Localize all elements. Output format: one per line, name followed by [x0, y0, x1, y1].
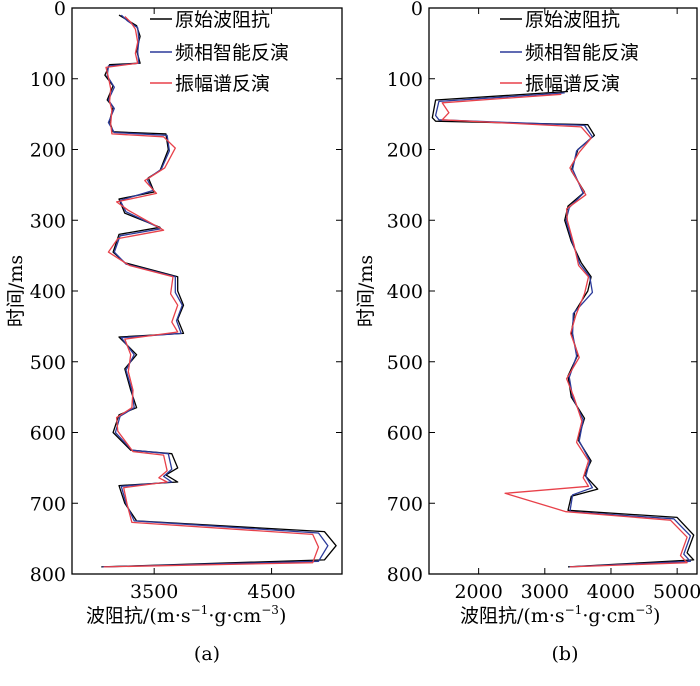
panel-a: 0 100 200 300 400 500 600 700 800 3500 4500 原始波阻抗 … — [5, 0, 343, 665]
y-axis-label-a: 时间/ms — [5, 255, 27, 327]
panel-label-b: (b) — [552, 643, 579, 665]
y-tick-label: 800 — [30, 564, 66, 586]
y-tick-label: 0 — [54, 0, 66, 20]
y-tick-label: 500 — [387, 352, 423, 374]
x-axis-label-b: 波阻抗/(m·s−1·g·cm−3) — [460, 603, 660, 627]
x-tick-label: 5000 — [653, 581, 700, 603]
y-tick-label: 200 — [387, 140, 423, 162]
y-tick-label: 800 — [387, 564, 423, 586]
lines-a — [101, 14, 337, 568]
series-line-1 — [434, 92, 692, 568]
y-axis-label-b: 时间/ms — [355, 255, 377, 327]
y-tick-label: 400 — [387, 281, 423, 303]
legend-b: 原始波阻抗 频相智能反演 振幅谱反演 — [500, 9, 639, 95]
y-tick-label: 0 — [411, 0, 423, 20]
y-tick-label: 700 — [30, 493, 66, 515]
y-tick-label: 400 — [30, 281, 66, 303]
legend-label: 振幅谱反演 — [175, 73, 270, 95]
legend-label: 原始波阻抗 — [175, 9, 270, 31]
y-tick-label: 100 — [30, 69, 66, 91]
y-tick-label: 600 — [387, 423, 423, 445]
y-tick-label: 700 — [387, 493, 423, 515]
x-tick-label: 4000 — [587, 581, 635, 603]
x-tick-label: 2000 — [454, 581, 502, 603]
panel-b: 0 100 200 300 400 500 600 700 800 2000 3000 4000 500… — [355, 0, 700, 665]
y-tick-label: 300 — [387, 210, 423, 232]
series-line-0 — [101, 14, 337, 568]
legend-a: 原始波阻抗 频相智能反演 振幅谱反演 — [150, 9, 289, 95]
panel-label-a: (a) — [194, 643, 220, 665]
y-tick-label: 500 — [30, 352, 66, 374]
ticks-a: 0 100 200 300 400 500 600 700 800 3500 4500 — [30, 0, 342, 603]
y-tick-label: 300 — [30, 210, 66, 232]
lines-b — [431, 90, 695, 568]
legend-label: 振幅谱反演 — [525, 73, 620, 95]
x-tick-label: 3000 — [521, 581, 569, 603]
ticks-b: 0 100 200 300 400 500 600 700 800 2000 3000 4000 500… — [387, 0, 700, 603]
series-line-0 — [431, 90, 695, 568]
x-axis-label-a: 波阻抗/(m·s−1·g·cm−3) — [86, 603, 286, 627]
x-tick-label: 3500 — [130, 581, 178, 603]
y-tick-label: 200 — [30, 140, 66, 162]
legend-label: 原始波阻抗 — [525, 9, 620, 31]
series-line-2 — [441, 93, 688, 568]
legend-label: 频相智能反演 — [525, 42, 639, 64]
series-line-2 — [103, 16, 320, 568]
y-tick-label: 100 — [387, 69, 423, 91]
y-tick-label: 600 — [30, 423, 66, 445]
legend-label: 频相智能反演 — [175, 42, 289, 64]
x-tick-label: 4500 — [247, 581, 295, 603]
